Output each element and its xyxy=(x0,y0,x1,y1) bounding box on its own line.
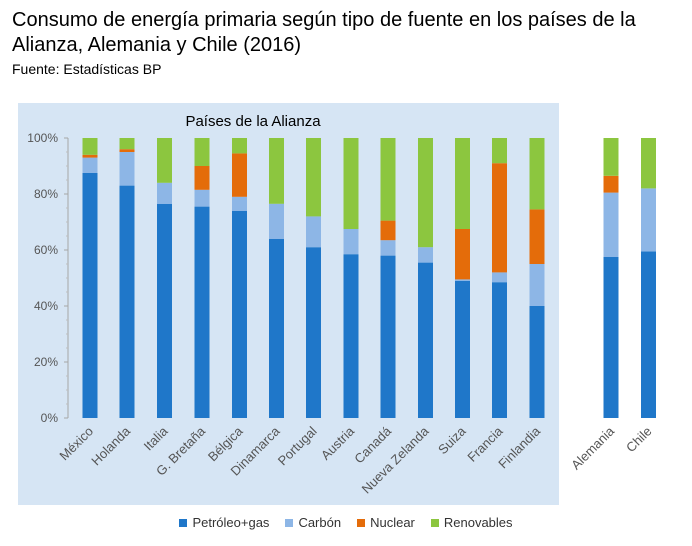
bar-carbon xyxy=(641,188,656,252)
bar-carbon xyxy=(603,192,619,257)
bar-carbon xyxy=(119,152,135,186)
chart-source: Fuente: Estadísticas BP xyxy=(12,61,162,77)
bar-carbon xyxy=(492,272,507,283)
bar-renovables xyxy=(343,138,359,229)
bar-petroleo xyxy=(418,262,433,418)
bar-carbon xyxy=(82,157,98,173)
bar-renovables xyxy=(455,138,470,229)
bar-renovables xyxy=(418,138,433,248)
bar-petroleo xyxy=(380,255,396,418)
bar-petroleo xyxy=(232,210,247,418)
bar-petroleo xyxy=(455,280,470,418)
legend-item-carbon: Carbón xyxy=(285,515,341,530)
bar-nuclear xyxy=(603,175,619,193)
bar-carbon xyxy=(455,279,470,281)
bar-nuclear xyxy=(455,229,470,280)
bar-nuclear xyxy=(194,166,210,190)
bar-nuclear xyxy=(232,153,247,197)
bar-nuclear xyxy=(119,149,135,152)
bar-carbon xyxy=(343,229,359,255)
bar-carbon xyxy=(269,203,284,239)
bar-petroleo xyxy=(641,251,656,418)
legend-label-nuclear: Nuclear xyxy=(370,515,415,530)
bar-nuclear xyxy=(492,163,507,273)
legend-item-renovables: Renovables xyxy=(430,515,513,530)
bar-petroleo xyxy=(82,173,98,418)
bar-nuclear xyxy=(529,209,545,264)
bar-petroleo xyxy=(343,254,359,418)
bar-renovables xyxy=(492,138,507,164)
bar-renovables xyxy=(269,138,284,204)
bar-nuclear xyxy=(380,220,396,241)
bar-petroleo xyxy=(492,282,507,418)
y-tick-label: 20% xyxy=(34,355,58,369)
legend-swatch-carbon xyxy=(285,518,294,527)
bar-renovables xyxy=(603,138,619,176)
legend-swatch-renovables xyxy=(430,518,439,527)
bar-petroleo xyxy=(306,247,321,418)
alliance-panel-label: Países de la Alianza xyxy=(185,113,321,130)
bar-petroleo xyxy=(119,185,135,418)
bar-renovables xyxy=(157,138,172,183)
legend-item-petroleo: Petróleo+gas xyxy=(179,515,269,530)
chart-title: Consumo de energía primaria según tipo d… xyxy=(12,9,636,56)
legend-swatch-petroleo xyxy=(179,518,188,527)
bar-petroleo xyxy=(194,206,210,418)
bar-petroleo xyxy=(529,306,545,418)
legend-label-renovables: Renovables xyxy=(443,515,513,530)
legend: Petróleo+gas Carbón Nuclear Renovables xyxy=(0,515,692,530)
y-tick-label: 100% xyxy=(27,131,58,145)
bar-carbon xyxy=(232,196,247,211)
bar-carbon xyxy=(157,182,172,204)
bar-carbon xyxy=(529,264,545,306)
legend-label-petroleo: Petróleo+gas xyxy=(192,515,270,530)
x-tick-label: Chile xyxy=(623,424,655,456)
bar-carbon xyxy=(194,189,210,207)
bar-renovables xyxy=(529,138,545,210)
bar-renovables xyxy=(232,138,247,154)
bar-renovables xyxy=(306,138,321,217)
bar-renovables xyxy=(119,138,135,150)
y-tick-label: 80% xyxy=(34,187,58,201)
y-tick-label: 60% xyxy=(34,243,58,257)
legend-item-nuclear: Nuclear xyxy=(357,515,415,530)
bar-carbon xyxy=(418,247,433,263)
bar-renovables xyxy=(641,138,656,189)
legend-label-carbon: Carbón xyxy=(298,515,342,530)
bar-carbon xyxy=(306,216,321,248)
y-tick-label: 40% xyxy=(34,299,58,313)
bar-renovables xyxy=(194,138,210,166)
y-tick-label: 0% xyxy=(41,411,59,425)
bar-renovables xyxy=(380,138,396,221)
bar-renovables xyxy=(82,138,98,155)
x-tick-label: Alemania xyxy=(568,423,617,472)
legend-swatch-nuclear xyxy=(357,518,366,527)
bar-petroleo xyxy=(269,238,284,418)
bar-petroleo xyxy=(603,257,619,418)
bar-petroleo xyxy=(157,203,172,418)
bar-carbon xyxy=(380,240,396,256)
bar-nuclear xyxy=(82,154,98,158)
